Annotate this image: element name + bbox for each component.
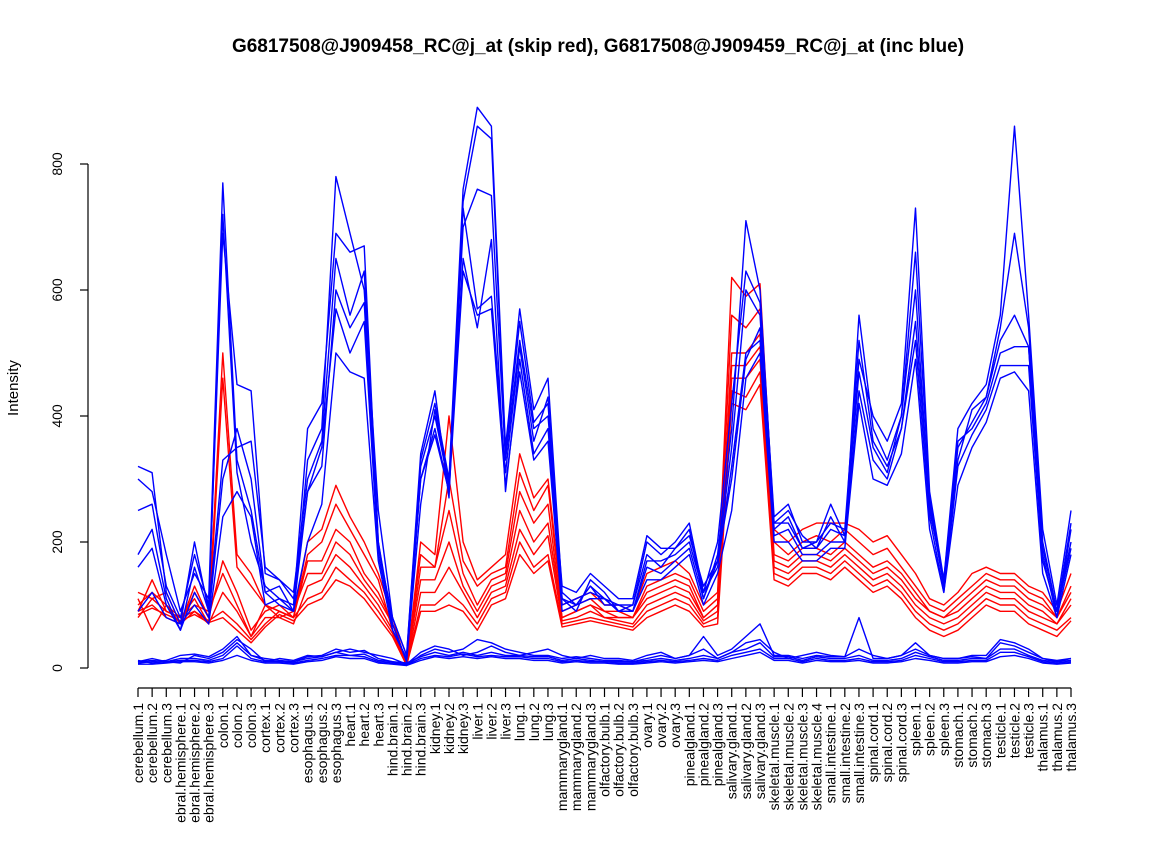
skip-series-line	[137, 383, 1072, 667]
skip-series-line	[137, 371, 1072, 666]
x-tick-label: testicle.1	[992, 703, 1008, 758]
x-tick-label: colon.2	[229, 703, 245, 748]
y-axis-label: Intensity	[5, 360, 22, 416]
x-tick-label: liver.3	[498, 703, 514, 740]
x-tick-label: mammarygland.3	[582, 703, 598, 811]
x-tick-label: cortex.2	[271, 703, 287, 753]
x-tick-label: esophagus.2	[314, 703, 330, 783]
inc-series-line	[137, 638, 1072, 665]
x-tick-label: testicle.2	[1006, 703, 1022, 758]
skip-series-line	[137, 358, 1072, 665]
x-tick-label: esophagus.3	[328, 703, 344, 783]
skip-series-line	[137, 308, 1072, 663]
x-tick-label: kidney.3	[455, 703, 471, 754]
x-tick-label: colon.1	[215, 703, 231, 748]
inc-series-line	[137, 188, 1072, 660]
x-tick-label: cortex.3	[286, 703, 302, 753]
x-tick-label: salivary.gland.2	[738, 703, 754, 799]
y-tick-label: 0	[49, 664, 65, 672]
y-tick-label: 200	[49, 530, 65, 554]
x-tick-label: heart.3	[370, 703, 386, 747]
x-tick-label: liver.1	[469, 703, 485, 740]
y-tick-label: 800	[49, 152, 65, 176]
inc-series-line	[137, 125, 1072, 663]
x-tick-label: thalamus.1	[1035, 703, 1051, 772]
chart-title: G6817508@J909458_RC@j_at (skip red), G68…	[232, 36, 964, 57]
x-tick-label: stomach.2	[964, 703, 980, 768]
x-tick-label: salivary.gland.3	[752, 703, 768, 799]
x-tick-label: thalamus.3	[1063, 703, 1079, 772]
x-tick-label: olfactory.bulb.2	[611, 703, 627, 797]
x-tick-label: spleen.3	[936, 703, 952, 756]
x-tick-label: lung.2	[526, 703, 542, 741]
x-tick-label: small.intestine.3	[851, 703, 867, 804]
x-tick-label: ovary.3	[667, 703, 683, 748]
x-tick-label: skeletal.muscle.1	[766, 703, 782, 811]
x-tick-label: spinal.cord.3	[893, 703, 909, 783]
x-tick-label: spinal.cord.1	[865, 703, 881, 783]
x-tick-label: olfactory.bulb.1	[597, 703, 613, 797]
x-tick-label: olfactory.bulb.3	[625, 703, 641, 797]
x-tick-label: skeletal.muscle.3	[794, 703, 810, 811]
skip-series-line	[137, 276, 1072, 666]
x-tick-label: cerebellum.3	[158, 703, 174, 783]
x-tick-label: hind.brain.3	[413, 703, 429, 776]
x-tick-label: skeletal.muscle.4	[809, 703, 825, 811]
inc-series-line	[137, 106, 1072, 657]
series-layer	[137, 106, 1072, 667]
x-tick-label: ovary.1	[639, 703, 655, 748]
x-tick-label: stomach.3	[978, 703, 994, 768]
x-tick-label: small.intestine.2	[837, 703, 853, 804]
x-tick-label: spleen.1	[908, 703, 924, 756]
x-tick-label: salivary.gland.1	[724, 703, 740, 799]
y-tick-label: 600	[49, 278, 65, 302]
inc-series-line	[138, 651, 1072, 667]
x-tick-label: liver.2	[483, 703, 499, 740]
x-tick-label: heart.2	[356, 703, 372, 747]
x-axis: cerebellum.1cerebellum.2cerebellum.3ebra…	[130, 687, 1079, 823]
x-tick-label: skeletal.muscle.2	[780, 703, 796, 811]
x-tick-label: pinealgland.1	[681, 703, 697, 787]
x-tick-label: colon.3	[243, 703, 259, 748]
x-tick-label: spinal.cord.2	[879, 703, 895, 783]
x-tick-label: cerebellum.2	[144, 703, 160, 783]
inc-series-line	[137, 270, 1072, 660]
x-tick-label: pinealgland.3	[710, 703, 726, 787]
x-tick-label: esophagus.1	[300, 703, 316, 783]
x-tick-label: thalamus.2	[1049, 703, 1065, 772]
x-tick-label: kidney.2	[441, 703, 457, 754]
inc-series-line	[137, 207, 1072, 657]
inc-series-line	[137, 645, 1072, 666]
x-tick-label: testicle.3	[1021, 703, 1037, 758]
x-tick-label: small.intestine.1	[823, 703, 839, 804]
x-tick-label: hind.brain.2	[399, 703, 415, 776]
x-tick-label: lung.1	[512, 703, 528, 741]
x-tick-label: spleen.2	[922, 703, 938, 756]
x-tick-label: cortex.1	[257, 703, 273, 753]
x-tick-label: heart.1	[342, 703, 358, 747]
x-tick-label: ebral.hemisphere.1	[172, 703, 188, 823]
x-tick-label: ebral.hemisphere.3	[201, 703, 217, 823]
x-tick-label: kidney.1	[427, 703, 443, 754]
x-tick-label: mammarygland.2	[568, 703, 584, 811]
x-tick-label: pinealgland.2	[695, 703, 711, 787]
x-tick-label: mammarygland.1	[554, 703, 570, 811]
x-tick-label: ebral.hemisphere.2	[187, 703, 203, 823]
x-tick-label: lung.3	[540, 703, 556, 741]
x-tick-label: ovary.2	[653, 703, 669, 748]
x-tick-label: hind.brain.1	[384, 703, 400, 776]
x-tick-label: stomach.1	[950, 703, 966, 768]
y-axis: 0 200 400 600 800	[49, 152, 89, 672]
y-tick-label: 400	[49, 404, 65, 428]
x-tick-label: cerebellum.1	[130, 703, 146, 783]
